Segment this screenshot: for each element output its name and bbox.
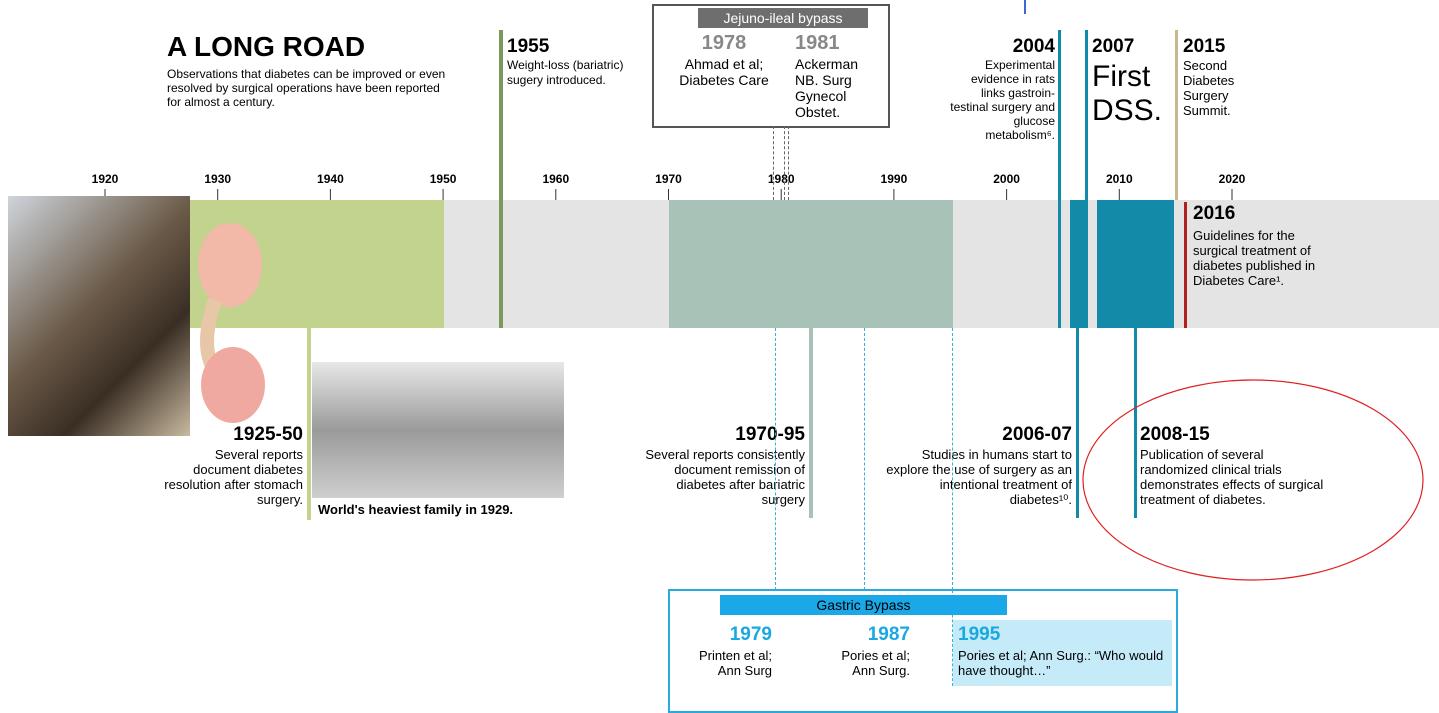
axis-year: 1960	[542, 172, 569, 186]
axis-year: 2000	[993, 172, 1020, 186]
event-text: Several reports document diabetes resolu…	[163, 447, 303, 507]
period-band	[1097, 200, 1174, 328]
event-text: Studies in humans start to explore the u…	[882, 447, 1072, 507]
painting-image	[8, 196, 190, 436]
connector	[952, 328, 953, 590]
item-year: 1978	[668, 32, 780, 55]
event-text: Guidelines for the surgical treatment of…	[1193, 228, 1333, 288]
connector	[784, 126, 785, 200]
page: 1920 1930 1940 1950 1960 1970 1980 1990 2000 2010…	[0, 0, 1439, 700]
event-line	[1184, 202, 1187, 328]
axis-year: 1940	[317, 172, 344, 186]
item-text: Ackerman NB. Surg Gynecol Obstet.	[795, 56, 885, 120]
item-year: 1987	[820, 624, 910, 646]
subtitle: Observations that diabetes can be improv…	[167, 67, 457, 109]
event-line	[1058, 30, 1061, 328]
event-text: Weight-loss (bariatric) sugery introduce…	[507, 58, 627, 88]
axis-year: 1990	[881, 172, 908, 186]
event-line	[1085, 30, 1088, 200]
item-text: Ahmad et al; Diabetes Care	[668, 56, 780, 88]
event-line	[499, 30, 503, 328]
connector	[864, 328, 865, 590]
event-line	[1175, 30, 1178, 200]
family-photo	[312, 362, 564, 498]
axis-year: 1980	[768, 172, 795, 186]
connector	[773, 126, 774, 200]
event-year: 1970-95	[680, 424, 805, 446]
axis-year: 2010	[1106, 172, 1133, 186]
event-line	[809, 328, 813, 518]
image-caption: World's heaviest family in 1929.	[318, 502, 513, 517]
event-year: 2007	[1092, 36, 1134, 58]
highlight-ellipse	[1075, 375, 1435, 585]
item-year: 1979	[680, 624, 772, 646]
event-year: 2015	[1183, 36, 1225, 58]
box-title: Jejuno-ileal bypass	[698, 8, 868, 28]
connector	[775, 328, 776, 590]
axis-year: 1950	[430, 172, 457, 186]
axis-year: 1930	[204, 172, 231, 186]
item-text: Printen et al; Ann Surg	[680, 648, 772, 678]
event-year: 2004	[955, 36, 1055, 58]
axis-year: 2020	[1219, 172, 1246, 186]
event-year: 1925-50	[170, 424, 303, 446]
event-year: 2016	[1193, 203, 1235, 225]
item-text: Pories et al; Ann Surg.: “Who would have…	[958, 648, 1168, 678]
period-band	[1070, 200, 1088, 328]
event-text: Second Diabetes Surgery Summit.	[1183, 58, 1253, 118]
item-text: Pories et al; Ann Surg.	[820, 648, 910, 678]
connector	[788, 126, 789, 200]
box-title: Gastric Bypass	[720, 595, 1007, 615]
event-year: 2006-07	[950, 424, 1072, 446]
item-year: 1981	[795, 32, 840, 55]
event-line	[307, 328, 311, 520]
axis-year: 1920	[92, 172, 119, 186]
marker	[1024, 0, 1026, 14]
item-year: 1995	[958, 624, 1000, 646]
event-text: First DSS.	[1092, 60, 1172, 128]
event-text: Several reports consistently document re…	[640, 447, 805, 507]
event-text: Experimental evidence in rats links gast…	[945, 58, 1055, 142]
axis-year: 1970	[655, 172, 682, 186]
period-band	[669, 200, 953, 328]
title: A LONG ROAD	[167, 31, 365, 63]
stomach-illustration	[185, 210, 315, 450]
event-year: 1955	[507, 36, 549, 58]
